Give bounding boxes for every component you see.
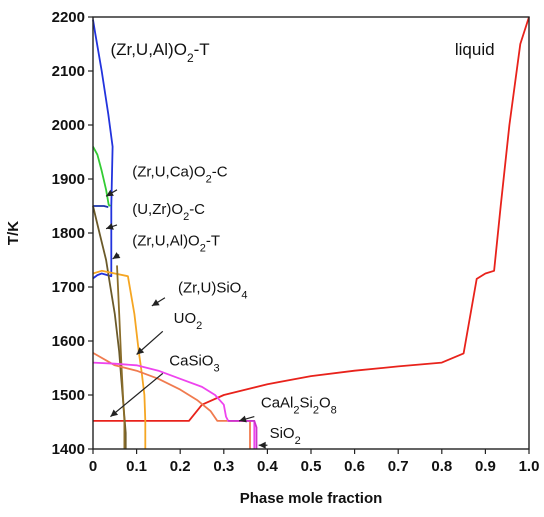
x-tick-label: 0 bbox=[89, 458, 97, 475]
annotation-a_sio2: SiO2 bbox=[270, 425, 301, 447]
annotation-arrow-head bbox=[151, 299, 160, 306]
x-tick-label: 0.5 bbox=[301, 458, 322, 475]
x-axis-title: Phase mole fraction bbox=[240, 490, 383, 507]
annotation-arrow-head bbox=[106, 189, 114, 197]
series-line-zr_u_sio4 bbox=[92, 269, 147, 449]
annotation-arrow-head bbox=[110, 409, 119, 417]
annotation-arrow-head bbox=[112, 252, 121, 259]
annotation-arrow-line bbox=[110, 372, 164, 418]
y-tick-label: 2100 bbox=[52, 63, 85, 80]
series-line-caal2si2o8 bbox=[92, 361, 256, 449]
x-tick-label: 0.1 bbox=[126, 458, 147, 475]
annotation-a_zrual_mid: (Zr,U,Al)O2-T bbox=[132, 232, 220, 254]
series-line-zr_u_al_o2_t_high bbox=[92, 19, 114, 280]
series-group bbox=[92, 16, 530, 449]
annotation-a_casio3: CaSiO3 bbox=[169, 352, 219, 374]
x-tick-label: 0.2 bbox=[170, 458, 191, 475]
series-line-sio2 bbox=[228, 419, 258, 449]
annotation-a_zrual_top: (Zr,U,Al)O2-T bbox=[110, 40, 209, 65]
y-axis-title: T/K bbox=[5, 221, 22, 245]
annotations: (Zr,U,Al)O2-T liquid (Zr,U,Ca)O2-C (U,Zr)O2… bbox=[105, 40, 495, 449]
annotation-a_uo2: UO2 bbox=[174, 310, 203, 332]
axis-ticks: 0 0.1 0.2 0.3 0.4 0.5 0.6 0.7 0.8 0.9 1.0 1400 1500 1… bbox=[52, 9, 540, 475]
y-tick-label: 2000 bbox=[52, 117, 85, 134]
series-line-liquid bbox=[93, 16, 530, 422]
annotation-a_liquid: liquid bbox=[455, 40, 495, 59]
series-line-uo2 bbox=[116, 265, 126, 449]
annotation-arrow-head bbox=[239, 415, 247, 423]
annotation-a_zrusio4: (Zr,U)SiO4 bbox=[178, 279, 247, 301]
y-tick-label: 1600 bbox=[52, 333, 85, 350]
annotation-arrow-head bbox=[258, 441, 266, 449]
x-tick-label: 0.8 bbox=[431, 458, 452, 475]
y-tick-label: 1400 bbox=[52, 441, 85, 458]
x-tick-label: 0.3 bbox=[213, 458, 234, 475]
y-tick-label: 1900 bbox=[52, 171, 85, 188]
y-tick-label: 2200 bbox=[52, 9, 85, 26]
series-line-u_zr_o2_c bbox=[93, 205, 109, 208]
y-tick-label: 1500 bbox=[52, 387, 85, 404]
y-tick-label: 1800 bbox=[52, 225, 85, 242]
annotation-a_zruca: (Zr,U,Ca)O2-C bbox=[132, 163, 227, 185]
annotation-a_caal: CaAl2Si2O8 bbox=[261, 394, 337, 416]
x-tick-label: 1.0 bbox=[519, 458, 540, 475]
series-line-zr_u_ca_o2_c bbox=[92, 146, 111, 207]
x-tick-label: 0.6 bbox=[344, 458, 365, 475]
series-line-zr_u_al_o2_t_low bbox=[92, 205, 127, 449]
annotation-arrow-head bbox=[106, 223, 114, 230]
x-tick-label: 0.4 bbox=[257, 458, 279, 475]
y-tick-label: 1700 bbox=[52, 279, 85, 296]
x-tick-label: 0.9 bbox=[475, 458, 496, 475]
x-tick-label: 0.7 bbox=[388, 458, 409, 475]
annotation-a_uzr: (U,Zr)O2-C bbox=[132, 201, 205, 223]
annotation-arrow-head bbox=[136, 347, 145, 355]
